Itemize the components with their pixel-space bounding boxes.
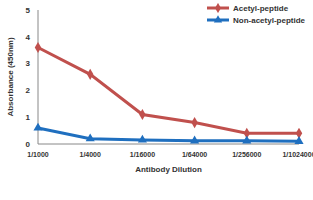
svg-text:1/1000: 1/1000 bbox=[27, 151, 49, 158]
svg-text:1/4000: 1/4000 bbox=[79, 151, 101, 158]
svg-text:1/256000: 1/256000 bbox=[232, 151, 261, 158]
svg-text:1/64000: 1/64000 bbox=[182, 151, 207, 158]
html-text:Acetyl-peptide: Acetyl-peptide bbox=[233, 3, 289, 13]
svg-text:1/1024000: 1/1024000 bbox=[282, 151, 305, 158]
svg-text:1: 1 bbox=[26, 113, 31, 122]
svg-text:4: 4 bbox=[26, 33, 31, 42]
svg-text:1/16000: 1/16000 bbox=[130, 151, 155, 158]
svg-text:5: 5 bbox=[26, 6, 31, 15]
svg-text:0: 0 bbox=[26, 140, 31, 149]
html-text:Non-acetyl-peptide: Non-acetyl-peptide bbox=[233, 15, 305, 25]
svg-text:2: 2 bbox=[26, 86, 31, 95]
svg-text:Antibody Dilution: Antibody Dilution bbox=[135, 165, 202, 174]
svg-text:3: 3 bbox=[26, 59, 31, 68]
svg-text:Absorbance (450nm): Absorbance (450nm) bbox=[8, 37, 15, 116]
